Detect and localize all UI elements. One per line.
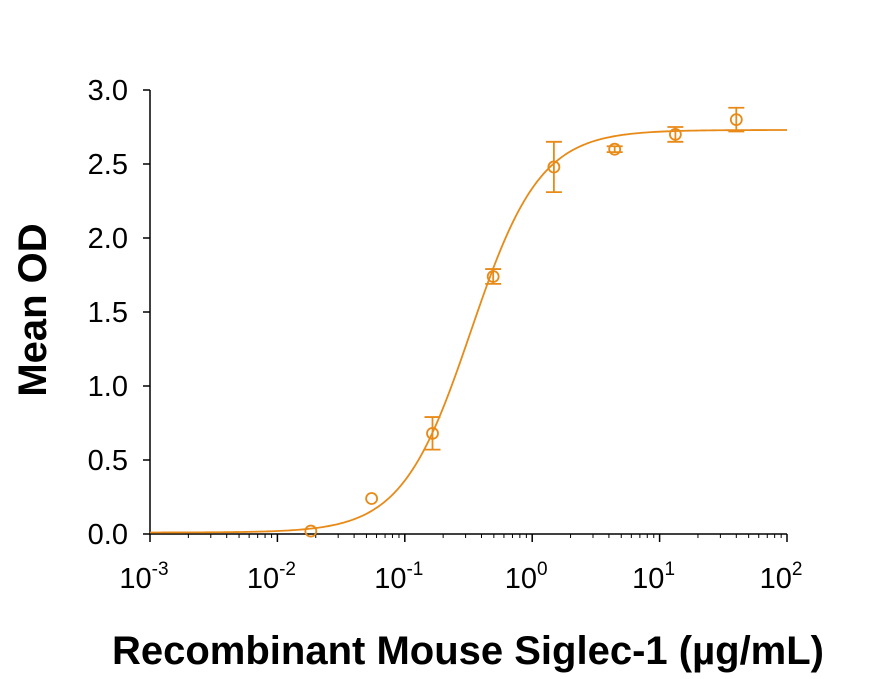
x-tick-exponent: -2 — [279, 559, 296, 580]
y-tick-label: 3.0 — [88, 75, 128, 107]
plot-area: 0.00.51.01.52.02.53.0 10-3 10-2 10-1 100 101… — [88, 75, 803, 595]
x-tick-base: 10 — [505, 563, 537, 595]
x-tick-base: 10 — [119, 563, 151, 595]
x-axis-title: Recombinant Mouse Siglec-1 (µg/mL) — [112, 629, 824, 673]
x-tick-exponent: 0 — [537, 559, 548, 580]
x-tick-base: 10 — [632, 563, 664, 595]
y-tick-label: 0.5 — [88, 445, 128, 477]
x-tick-exponent: 2 — [792, 559, 803, 580]
data-point — [729, 113, 743, 126]
x-tick-base: 10 — [247, 563, 279, 595]
y-tick-label: 2.0 — [88, 223, 128, 255]
x-tick-exponent: -3 — [152, 559, 169, 580]
data-point — [304, 524, 318, 538]
y-tick-label: 1.5 — [88, 297, 128, 329]
y-tick-label: 2.5 — [88, 149, 128, 181]
y-tick-label: 0.0 — [88, 519, 128, 551]
x-tick-label: 10-2 — [247, 559, 296, 595]
data-points-layer — [304, 106, 745, 538]
fit-curve — [150, 129, 788, 534]
x-tick-label: 100 — [505, 559, 548, 595]
data-point — [365, 492, 379, 505]
y-tick-label: 1.0 — [88, 371, 128, 403]
data-point — [547, 160, 561, 174]
x-tick-label: 101 — [632, 559, 675, 595]
fit-curve-layer — [150, 129, 788, 534]
x-tick-exponent: 1 — [664, 559, 675, 580]
x-tick-base: 10 — [374, 563, 406, 595]
x-ticks: 10-3 10-2 10-1 100 101 102 — [119, 534, 802, 595]
data-point — [426, 426, 439, 440]
x-tick-label: 10-3 — [119, 559, 168, 595]
y-axis-title: Mean OD — [11, 223, 55, 396]
x-tick-base: 10 — [760, 563, 792, 595]
data-point — [668, 127, 682, 141]
x-tick-exponent: -1 — [406, 559, 423, 580]
data-point — [486, 270, 500, 283]
y-ticks: 0.0 0.5 1.0 1.5 2.0 2.5 3.0 — [88, 75, 150, 551]
x-tick-label: 10-1 — [374, 559, 423, 595]
x-tick-label: 102 — [760, 559, 803, 595]
data-point — [608, 142, 622, 156]
